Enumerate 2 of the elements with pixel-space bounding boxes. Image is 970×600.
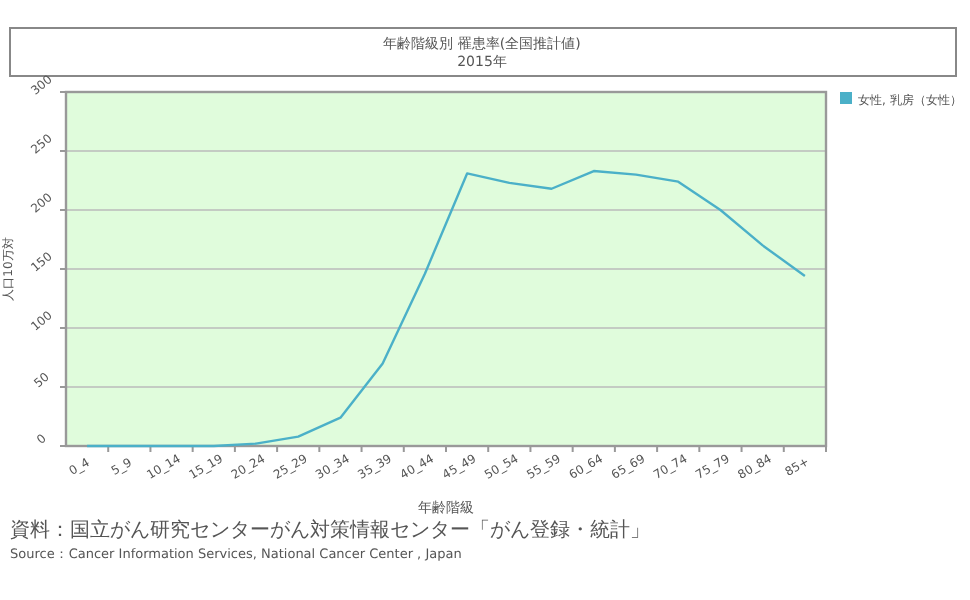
line-series [85,169,807,448]
text: 資料：国立がん研究センターがん対策情報センター「がん登録・統計」 [10,518,650,542]
